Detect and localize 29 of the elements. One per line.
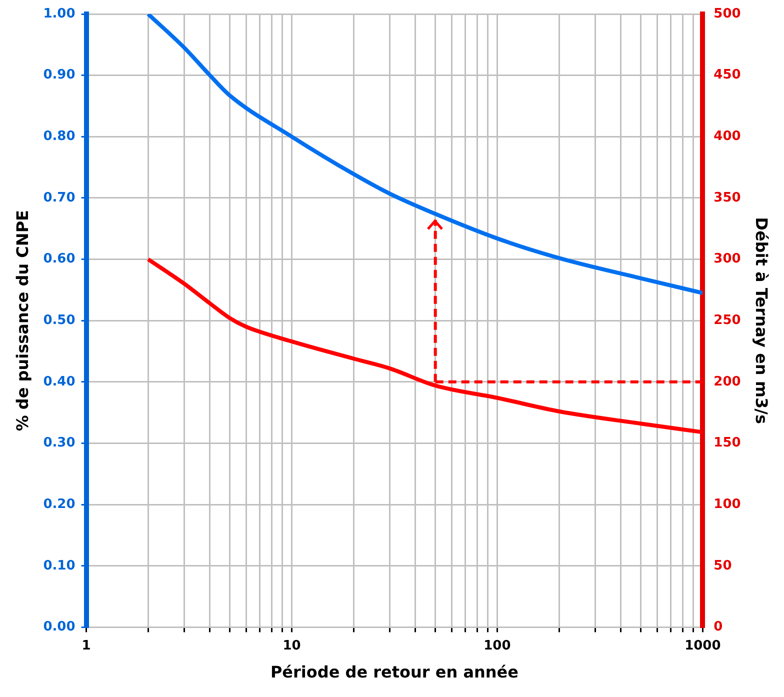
- y2-tick-label: 150: [714, 436, 741, 451]
- y2-tick-label: 250: [714, 312, 741, 328]
- y-tick-label: 0.90: [43, 68, 76, 83]
- x-tick-label: 1000: [684, 638, 721, 654]
- x-axis-title: Période de retour en année: [270, 662, 519, 682]
- y-tick-label: 0.80: [43, 129, 76, 144]
- y-tick-label: 0.00: [43, 620, 76, 635]
- x-tick-label: 100: [484, 638, 511, 654]
- y2-tick-label: 350: [714, 190, 741, 206]
- y-tick-label: 0.30: [43, 436, 76, 451]
- y-tick-label: 0.70: [43, 190, 76, 206]
- y2-tick-label: 200: [714, 374, 741, 390]
- y2-tick-label: 300: [714, 252, 741, 267]
- x-tick-label: 1: [82, 638, 91, 654]
- y-axis-title: % de puissance du CNPE: [12, 210, 32, 432]
- y2-tick-label: 400: [714, 129, 741, 144]
- x-tick-label: 10: [282, 638, 301, 654]
- y-tick-label: 1.00: [43, 6, 76, 22]
- y2-tick-label: 50: [714, 558, 732, 574]
- y2-tick-label: 500: [714, 6, 741, 22]
- y2-tick-label: 450: [714, 68, 741, 83]
- y-tick-label: 0.60: [43, 252, 76, 267]
- y-tick-label: 0.40: [43, 374, 76, 390]
- y2-tick-label: 100: [714, 496, 741, 512]
- y-tick-label: 0.20: [43, 496, 76, 512]
- y2-axis-title: Débit à Ternay en m3/s: [752, 217, 772, 424]
- y-tick-label: 0.50: [43, 312, 76, 328]
- y-tick-label: 0.10: [43, 558, 76, 574]
- y2-tick-label: 0: [714, 620, 723, 635]
